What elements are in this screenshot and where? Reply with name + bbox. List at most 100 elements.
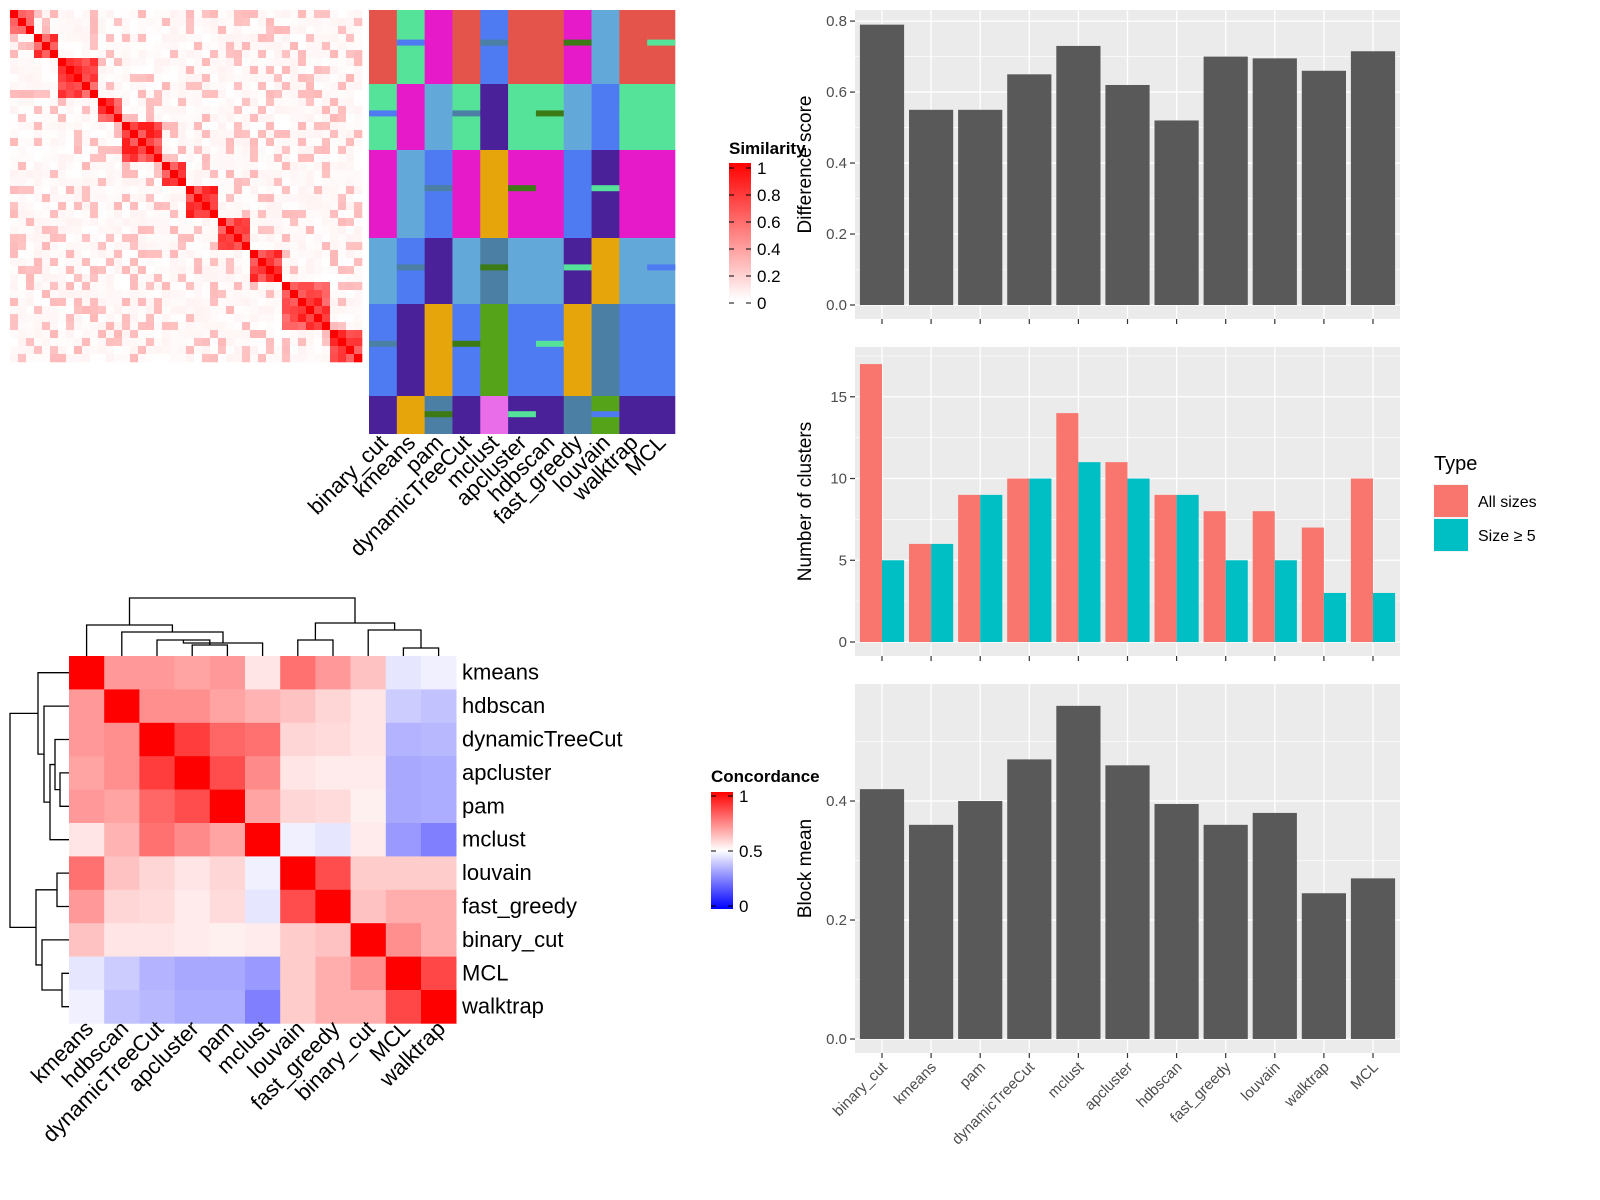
similarity-cell [306, 66, 315, 75]
similarity-cell [98, 330, 107, 339]
similarity-cell [290, 346, 299, 355]
similarity-cell [354, 250, 363, 259]
concordance-cell [421, 889, 457, 924]
concordance-cell [69, 956, 105, 991]
similarity-cell [106, 202, 115, 211]
similarity-cell [138, 218, 147, 227]
similarity-cell [186, 138, 195, 147]
similarity-cell [354, 10, 363, 19]
similarity-cell [74, 146, 83, 155]
annotation-stripe [535, 340, 565, 347]
bar-size-ge-5 [931, 543, 954, 642]
similarity-cell [290, 322, 299, 331]
annotation-stripe [480, 39, 509, 46]
similarity-cell [34, 42, 43, 51]
similarity-cell [274, 194, 283, 203]
similarity-cell [218, 322, 227, 331]
similarity-cell [226, 146, 235, 155]
bar-size-ge-5 [882, 560, 905, 642]
similarity-cell [122, 242, 131, 251]
similarity-cell [338, 138, 347, 147]
similarity-cell [322, 130, 331, 139]
similarity-cell [242, 314, 251, 323]
similarity-cell [130, 122, 139, 131]
similarity-cell [162, 122, 171, 131]
similarity-cell [274, 162, 283, 171]
similarity-cell [282, 226, 291, 235]
similarity-cell [234, 330, 243, 339]
similarity-cell [58, 210, 67, 219]
similarity-cell [234, 106, 243, 115]
similarity-cell [178, 82, 187, 91]
similarity-cell [82, 162, 91, 171]
similarity-cell [322, 42, 331, 51]
similarity-cell [322, 58, 331, 67]
similarity-cell [338, 18, 347, 27]
similarity-cell [34, 66, 43, 75]
similarity-cell [98, 26, 107, 35]
concordance-cell [315, 722, 351, 757]
similarity-cell [266, 58, 275, 67]
similarity-cell [338, 162, 347, 171]
similarity-cell [42, 314, 51, 323]
similarity-cell [18, 218, 27, 227]
similarity-cell [26, 314, 35, 323]
concordance-cell [350, 689, 387, 724]
similarity-cell [74, 50, 83, 59]
similarity-cell [82, 26, 91, 35]
similarity-cell [10, 114, 19, 123]
similarity-cell [138, 290, 147, 299]
similarity-cell [114, 10, 123, 19]
x-tick-label: walktrap [1281, 1059, 1333, 1111]
similarity-cell [154, 186, 163, 195]
similarity-cell [298, 194, 307, 203]
similarity-cell [170, 162, 179, 171]
annotation-stripe [452, 340, 481, 347]
similarity-cell [314, 146, 323, 155]
similarity-cell [258, 122, 267, 131]
similarity-cell [162, 34, 171, 43]
similarity-cell [114, 34, 123, 43]
similarity-cell [26, 250, 35, 259]
similarity-cell [322, 26, 331, 35]
annotation-cell [591, 304, 620, 396]
similarity-cell [242, 34, 251, 43]
similarity-cell [210, 34, 219, 43]
similarity-cell [322, 274, 331, 283]
similarity-cell [282, 274, 291, 283]
similarity-cell [154, 194, 163, 203]
similarity-cell [322, 242, 331, 251]
similarity-cell [162, 282, 171, 291]
similarity-cell [50, 18, 59, 27]
similarity-cell [114, 290, 123, 299]
similarity-cell [210, 66, 219, 75]
similarity-cell [322, 114, 331, 123]
similarity-cell [10, 306, 19, 315]
similarity-cell [314, 330, 323, 339]
similarity-cell [226, 74, 235, 83]
similarity-cell [266, 242, 275, 251]
dendrogram-branch [128, 597, 356, 625]
similarity-cell [298, 258, 307, 267]
similarity-cell [186, 122, 195, 131]
similarity-cell [338, 26, 347, 35]
similarity-cell [306, 202, 315, 211]
similarity-cell [146, 146, 155, 155]
similarity-cell [282, 18, 291, 27]
similarity-cell [234, 66, 243, 75]
bar [909, 109, 954, 305]
similarity-cell [314, 162, 323, 171]
similarity-cell [354, 114, 363, 123]
similarity-cell [114, 330, 123, 339]
similarity-cell [250, 42, 259, 51]
legend-key [1434, 485, 1468, 517]
similarity-cell [146, 282, 155, 291]
similarity-cell [58, 170, 67, 179]
similarity-cell [146, 26, 155, 35]
similarity-cell [10, 290, 19, 299]
similarity-cell [42, 50, 51, 59]
similarity-cell [226, 114, 235, 123]
similarity-cell [314, 242, 323, 251]
similarity-cell [146, 98, 155, 107]
similarity-cell [122, 42, 131, 51]
